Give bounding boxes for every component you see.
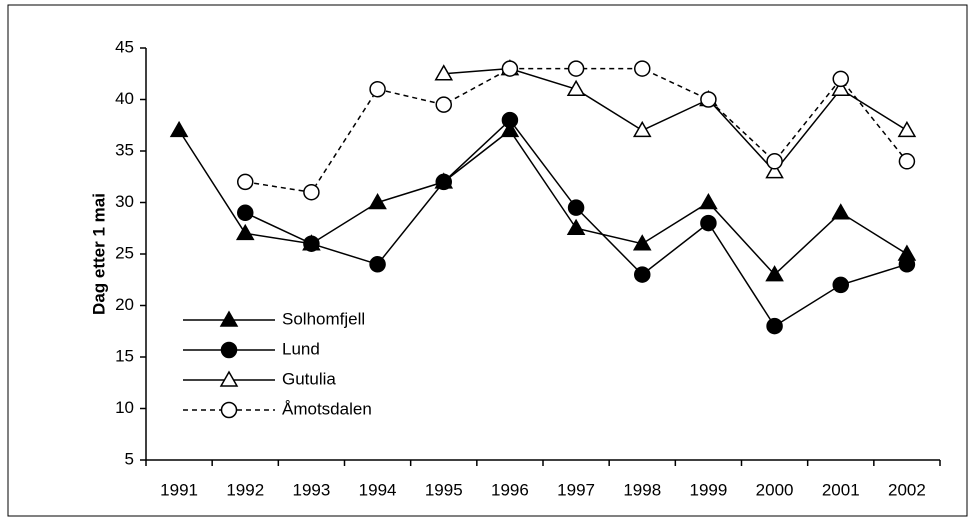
x-tick-label: 1999: [690, 480, 728, 499]
x-tick-label: 1996: [491, 480, 529, 499]
point: [898, 153, 916, 170]
point: [832, 276, 849, 294]
x-tick-label: 1994: [359, 480, 397, 499]
x-tick-label: 2001: [822, 480, 860, 499]
point: [435, 173, 452, 191]
x-tick-label: 2000: [756, 480, 794, 499]
point: [567, 199, 585, 216]
point: [368, 192, 387, 210]
point: [235, 223, 255, 241]
chart-frame: [7, 4, 968, 517]
point: [434, 64, 454, 81]
point: [566, 218, 586, 235]
legend-marker: [219, 310, 239, 327]
point: [831, 203, 851, 220]
point: [832, 70, 849, 88]
point: [634, 266, 651, 283]
point: [898, 256, 916, 273]
point: [632, 120, 652, 138]
legend-label: Åmotsdalen: [282, 399, 372, 418]
y-tick-label: 10: [115, 398, 134, 417]
y-tick-label: 40: [115, 89, 134, 108]
point: [237, 204, 254, 222]
y-tick-label: 15: [115, 346, 134, 365]
x-tick-label: 1992: [226, 480, 264, 499]
point: [700, 91, 717, 108]
series-line: [178, 129, 908, 276]
point: [765, 162, 784, 179]
y-tick-label: 30: [115, 192, 134, 211]
point: [566, 79, 586, 96]
point: [500, 120, 520, 138]
series-line: [443, 67, 908, 173]
point: [766, 153, 783, 170]
legend-label: Lund: [282, 339, 320, 358]
x-tick-label: 1993: [293, 480, 331, 499]
point: [634, 60, 651, 77]
point: [700, 214, 717, 232]
legend-label: Solhomfjell: [282, 309, 365, 328]
legend-label: Gutulia: [282, 369, 336, 388]
point: [237, 173, 254, 191]
x-tick-label: 1997: [557, 480, 595, 499]
point: [369, 80, 386, 98]
point: [567, 60, 585, 77]
x-tick-label: 1998: [623, 480, 661, 499]
point: [765, 265, 784, 282]
point: [501, 111, 519, 129]
y-tick-label: 5: [125, 449, 134, 468]
point: [699, 192, 718, 210]
point: [169, 120, 189, 138]
y-tick-label: 35: [115, 140, 134, 159]
point: [831, 79, 851, 96]
point: [501, 60, 519, 77]
legend-marker: [219, 370, 239, 387]
point: [435, 96, 452, 113]
x-tick-label: 1995: [425, 480, 463, 499]
point: [766, 317, 783, 335]
legend-marker: [220, 341, 238, 359]
y-tick-label: 45: [115, 37, 134, 56]
point: [303, 183, 320, 201]
legend-marker: [220, 401, 238, 419]
point: [303, 235, 320, 252]
x-tick-label: 1991: [160, 480, 198, 499]
x-tick-label: 2002: [888, 480, 926, 499]
y-axis-label: Dag etter 1 mai: [89, 193, 108, 315]
point: [369, 256, 386, 273]
point: [897, 120, 917, 138]
point: [632, 234, 652, 251]
y-tick-label: 25: [115, 243, 134, 262]
y-tick-label: 20: [115, 295, 134, 314]
